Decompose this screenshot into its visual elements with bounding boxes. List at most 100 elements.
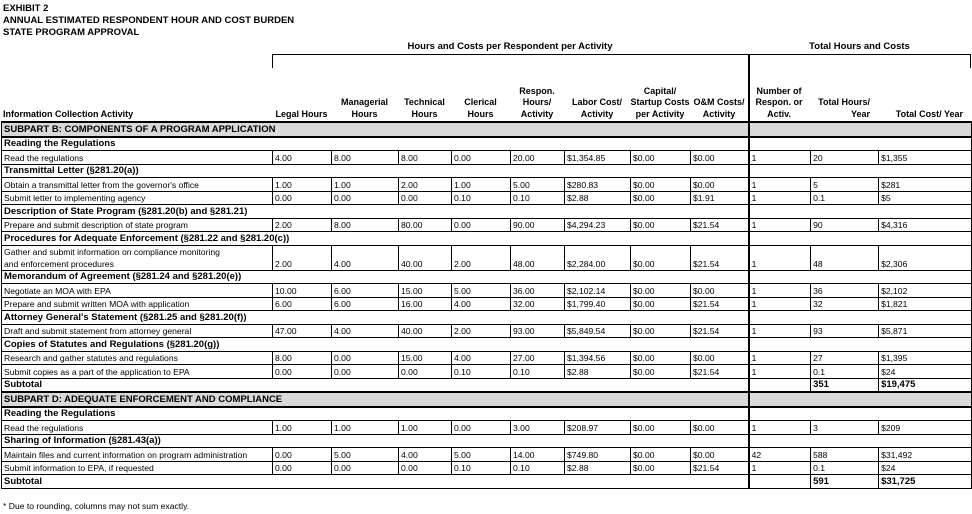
value-cell: $0.00 bbox=[630, 283, 691, 298]
value-cell: 0.10 bbox=[510, 190, 565, 205]
empty-cell bbox=[748, 337, 972, 352]
column-header: Managerial Hours bbox=[340, 97, 389, 119]
section-heading: Reading the Regulations bbox=[0, 136, 750, 151]
value-cell: $4,316 bbox=[878, 217, 972, 232]
value-cell: 2.00 bbox=[272, 244, 332, 271]
value-cell: $0.00 bbox=[689, 283, 750, 298]
section-heading: Procedures for Adequate Enforcement (§28… bbox=[0, 231, 750, 246]
activity-label: Read the regulations bbox=[1, 420, 273, 435]
section-row: Sharing of Information (§281.43(a)) bbox=[0, 433, 972, 448]
value-cell: 42 bbox=[748, 447, 812, 462]
column-header: Capital/ Startup Costs per Activity bbox=[630, 85, 690, 119]
value-cell: 6.00 bbox=[331, 283, 399, 298]
value-cell: $1,799.40 bbox=[564, 296, 631, 311]
value-cell: 90.00 bbox=[510, 217, 565, 232]
value-cell: 0.00 bbox=[331, 190, 399, 205]
value-cell: $0.00 bbox=[689, 350, 750, 365]
section-heading: Description of State Program (§281.20(b)… bbox=[0, 204, 750, 219]
data-row: Prepare and submit written MOA with appl… bbox=[1, 296, 972, 311]
value-cell: 32 bbox=[810, 296, 880, 311]
exhibit-title: ANNUAL ESTIMATED RESPONDENT HOUR AND COS… bbox=[3, 15, 295, 26]
activity-label: Draft and submit statement from attorney… bbox=[1, 323, 273, 338]
value-cell: 8.00 bbox=[331, 217, 399, 232]
value-cell: $1,354.85 bbox=[564, 150, 631, 165]
activity-label: Prepare and submit written MOA with appl… bbox=[1, 296, 273, 311]
value-cell: $0.00 bbox=[689, 177, 750, 192]
empty-cell bbox=[748, 406, 972, 421]
value-cell: $0.00 bbox=[630, 150, 691, 165]
subtotal-hours: 591 bbox=[810, 474, 880, 489]
value-cell: 1 bbox=[748, 420, 812, 435]
column-header: Total Cost/ Year bbox=[895, 108, 963, 119]
group-header-totals: Total Hours and Costs bbox=[809, 41, 910, 52]
column-header: Information Collection Activity bbox=[3, 108, 134, 119]
value-cell: $5 bbox=[878, 190, 972, 205]
value-cell: $1,394.56 bbox=[564, 350, 631, 365]
value-cell: $1,395 bbox=[878, 350, 972, 365]
value-cell: 0.10 bbox=[510, 364, 565, 379]
value-cell: $0.00 bbox=[630, 296, 691, 311]
value-cell: $0.00 bbox=[630, 420, 691, 435]
value-cell: $21.54 bbox=[689, 217, 750, 232]
value-cell: $0.00 bbox=[630, 244, 691, 271]
value-cell: 588 bbox=[810, 447, 880, 462]
value-cell: $21.54 bbox=[689, 323, 750, 338]
value-cell: 0.10 bbox=[451, 364, 511, 379]
value-cell: 48 bbox=[810, 244, 880, 271]
activity-label: Research and gather statutes and regulat… bbox=[1, 350, 273, 365]
value-cell: 1 bbox=[748, 217, 812, 232]
value-cell: $24 bbox=[878, 460, 972, 475]
subpart-row: SUBPART D: ADEQUATE ENFORCEMENT AND COMP… bbox=[0, 391, 972, 408]
section-heading: Transmittal Letter (§281.20(a)) bbox=[0, 163, 750, 178]
value-cell: $0.00 bbox=[630, 447, 691, 462]
value-cell: $749.80 bbox=[564, 447, 631, 462]
value-cell: 15.00 bbox=[398, 350, 452, 365]
activity-label: Submit copies as a part of the applicati… bbox=[1, 364, 273, 379]
value-cell: 4.00 bbox=[272, 150, 332, 165]
column-header: Legal Hours bbox=[275, 108, 328, 119]
value-cell: 0.00 bbox=[272, 460, 332, 475]
exhibit-label: EXHIBIT 2 bbox=[3, 3, 49, 14]
value-cell: 16.00 bbox=[398, 296, 452, 311]
data2-row: Gather and submit information on complia… bbox=[1, 244, 972, 271]
value-cell: $4,294.23 bbox=[564, 217, 631, 232]
value-cell: 40.00 bbox=[398, 244, 452, 271]
value-cell: 20.00 bbox=[510, 150, 565, 165]
section-heading: Attorney General's Statement (§281.25 an… bbox=[0, 310, 750, 325]
value-cell: $0.00 bbox=[689, 420, 750, 435]
value-cell: 15.00 bbox=[398, 283, 452, 298]
value-cell: 0.1 bbox=[810, 364, 880, 379]
value-cell: $0.00 bbox=[630, 217, 691, 232]
value-cell: 80.00 bbox=[398, 217, 452, 232]
value-cell: 1 bbox=[748, 283, 812, 298]
value-cell: $1,355 bbox=[878, 150, 972, 165]
data-row: Obtain a transmittal letter from the gov… bbox=[1, 177, 972, 192]
activity-label: Obtain a transmittal letter from the gov… bbox=[1, 177, 273, 192]
section-row: Description of State Program (§281.20(b)… bbox=[0, 204, 972, 219]
section-heading: Copies of Statutes and Regulations (§281… bbox=[0, 337, 750, 352]
value-cell: 5 bbox=[810, 177, 880, 192]
value-cell: 14.00 bbox=[510, 447, 565, 462]
value-cell: $2,284.00 bbox=[564, 244, 631, 271]
value-cell: 5.00 bbox=[451, 447, 511, 462]
value-cell: 0.10 bbox=[510, 460, 565, 475]
data-row: Submit information to EPA, if requested 0… bbox=[1, 460, 972, 475]
value-cell: $5,871 bbox=[878, 323, 972, 338]
empty-cell bbox=[748, 310, 972, 325]
value-cell: 47.00 bbox=[272, 323, 332, 338]
value-cell: 1.00 bbox=[272, 177, 332, 192]
subpart-row: SUBPART B: COMPONENTS OF A PROGRAM APPLI… bbox=[0, 121, 972, 138]
value-cell: 0.00 bbox=[398, 190, 452, 205]
section-heading: Reading the Regulations bbox=[0, 406, 750, 421]
value-cell: $21.54 bbox=[689, 296, 750, 311]
section-row: Copies of Statutes and Regulations (§281… bbox=[0, 337, 972, 352]
value-cell: 8.00 bbox=[331, 150, 399, 165]
empty-cell bbox=[748, 269, 972, 284]
value-cell: 1.00 bbox=[451, 177, 511, 192]
value-cell: $2,102.14 bbox=[564, 283, 631, 298]
value-cell: 20 bbox=[810, 150, 880, 165]
value-cell: $0.00 bbox=[689, 447, 750, 462]
section-row: Reading the Regulations bbox=[0, 136, 972, 151]
data-row: Maintain files and current information o… bbox=[1, 447, 972, 462]
value-cell: 3.00 bbox=[510, 420, 565, 435]
